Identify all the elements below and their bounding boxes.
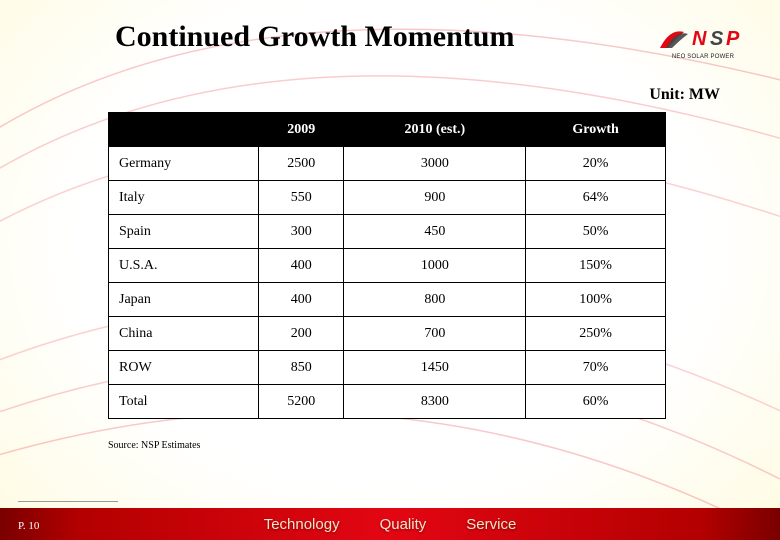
table-cell: 200	[259, 317, 344, 351]
logo-subtext: NEO SOLAR POWER	[658, 54, 748, 60]
table-cell: 50%	[526, 215, 666, 249]
table-cell: 8300	[344, 385, 526, 419]
col-2010: 2010 (est.)	[344, 113, 526, 147]
table-row: Spain30045050%	[109, 215, 666, 249]
table-cell: 60%	[526, 385, 666, 419]
table-cell: 250%	[526, 317, 666, 351]
svg-text:S: S	[710, 28, 724, 50]
table-row: China200700250%	[109, 317, 666, 351]
footer-service: Service	[466, 516, 516, 533]
table-cell: 70%	[526, 351, 666, 385]
table-cell: U.S.A.	[109, 249, 259, 283]
table-cell: China	[109, 317, 259, 351]
table-row: ROW850145070%	[109, 351, 666, 385]
table-cell: 3000	[344, 147, 526, 181]
data-table-container: 2009 2010 (est.) Growth Germany250030002…	[108, 112, 666, 419]
table-cell: 450	[344, 215, 526, 249]
table-row: Total5200830060%	[109, 385, 666, 419]
table-cell: Italy	[109, 181, 259, 215]
table-cell: 900	[344, 181, 526, 215]
table-row: Germany2500300020%	[109, 147, 666, 181]
table-cell: 20%	[526, 147, 666, 181]
growth-table: 2009 2010 (est.) Growth Germany250030002…	[108, 112, 666, 419]
table-cell: Spain	[109, 215, 259, 249]
company-logo: N S P NEO SOLAR POWER	[658, 24, 748, 60]
source-note: Source: NSP Estimates	[108, 440, 200, 451]
table-cell: 550	[259, 181, 344, 215]
table-cell: 400	[259, 249, 344, 283]
divider-line	[18, 501, 118, 502]
svg-text:P: P	[726, 28, 740, 50]
table-cell: 800	[344, 283, 526, 317]
footer-bar: Technology Quality Service	[0, 508, 780, 540]
svg-text:N: N	[692, 28, 707, 50]
table-cell: 150%	[526, 249, 666, 283]
table-cell: 5200	[259, 385, 344, 419]
table-cell: Japan	[109, 283, 259, 317]
table-cell: Total	[109, 385, 259, 419]
table-row: Japan400800100%	[109, 283, 666, 317]
page-number: P. 10	[18, 520, 39, 532]
table-cell: 300	[259, 215, 344, 249]
table-cell: Germany	[109, 147, 259, 181]
table-cell: ROW	[109, 351, 259, 385]
table-cell: 64%	[526, 181, 666, 215]
table-cell: 400	[259, 283, 344, 317]
table-cell: 100%	[526, 283, 666, 317]
table-row: Italy55090064%	[109, 181, 666, 215]
table-cell: 1450	[344, 351, 526, 385]
col-2009: 2009	[259, 113, 344, 147]
table-cell: 2500	[259, 147, 344, 181]
table-cell: 700	[344, 317, 526, 351]
footer-quality: Quality	[380, 516, 427, 533]
table-row: U.S.A.4001000150%	[109, 249, 666, 283]
table-cell: 850	[259, 351, 344, 385]
footer-technology: Technology	[264, 516, 340, 533]
slide-title: Continued Growth Momentum	[115, 20, 514, 54]
col-growth: Growth	[526, 113, 666, 147]
table-cell: 1000	[344, 249, 526, 283]
nsp-logo-icon: N S P	[658, 24, 748, 52]
unit-label: Unit: MW	[649, 86, 720, 104]
table-header-row: 2009 2010 (est.) Growth	[109, 113, 666, 147]
col-country	[109, 113, 259, 147]
